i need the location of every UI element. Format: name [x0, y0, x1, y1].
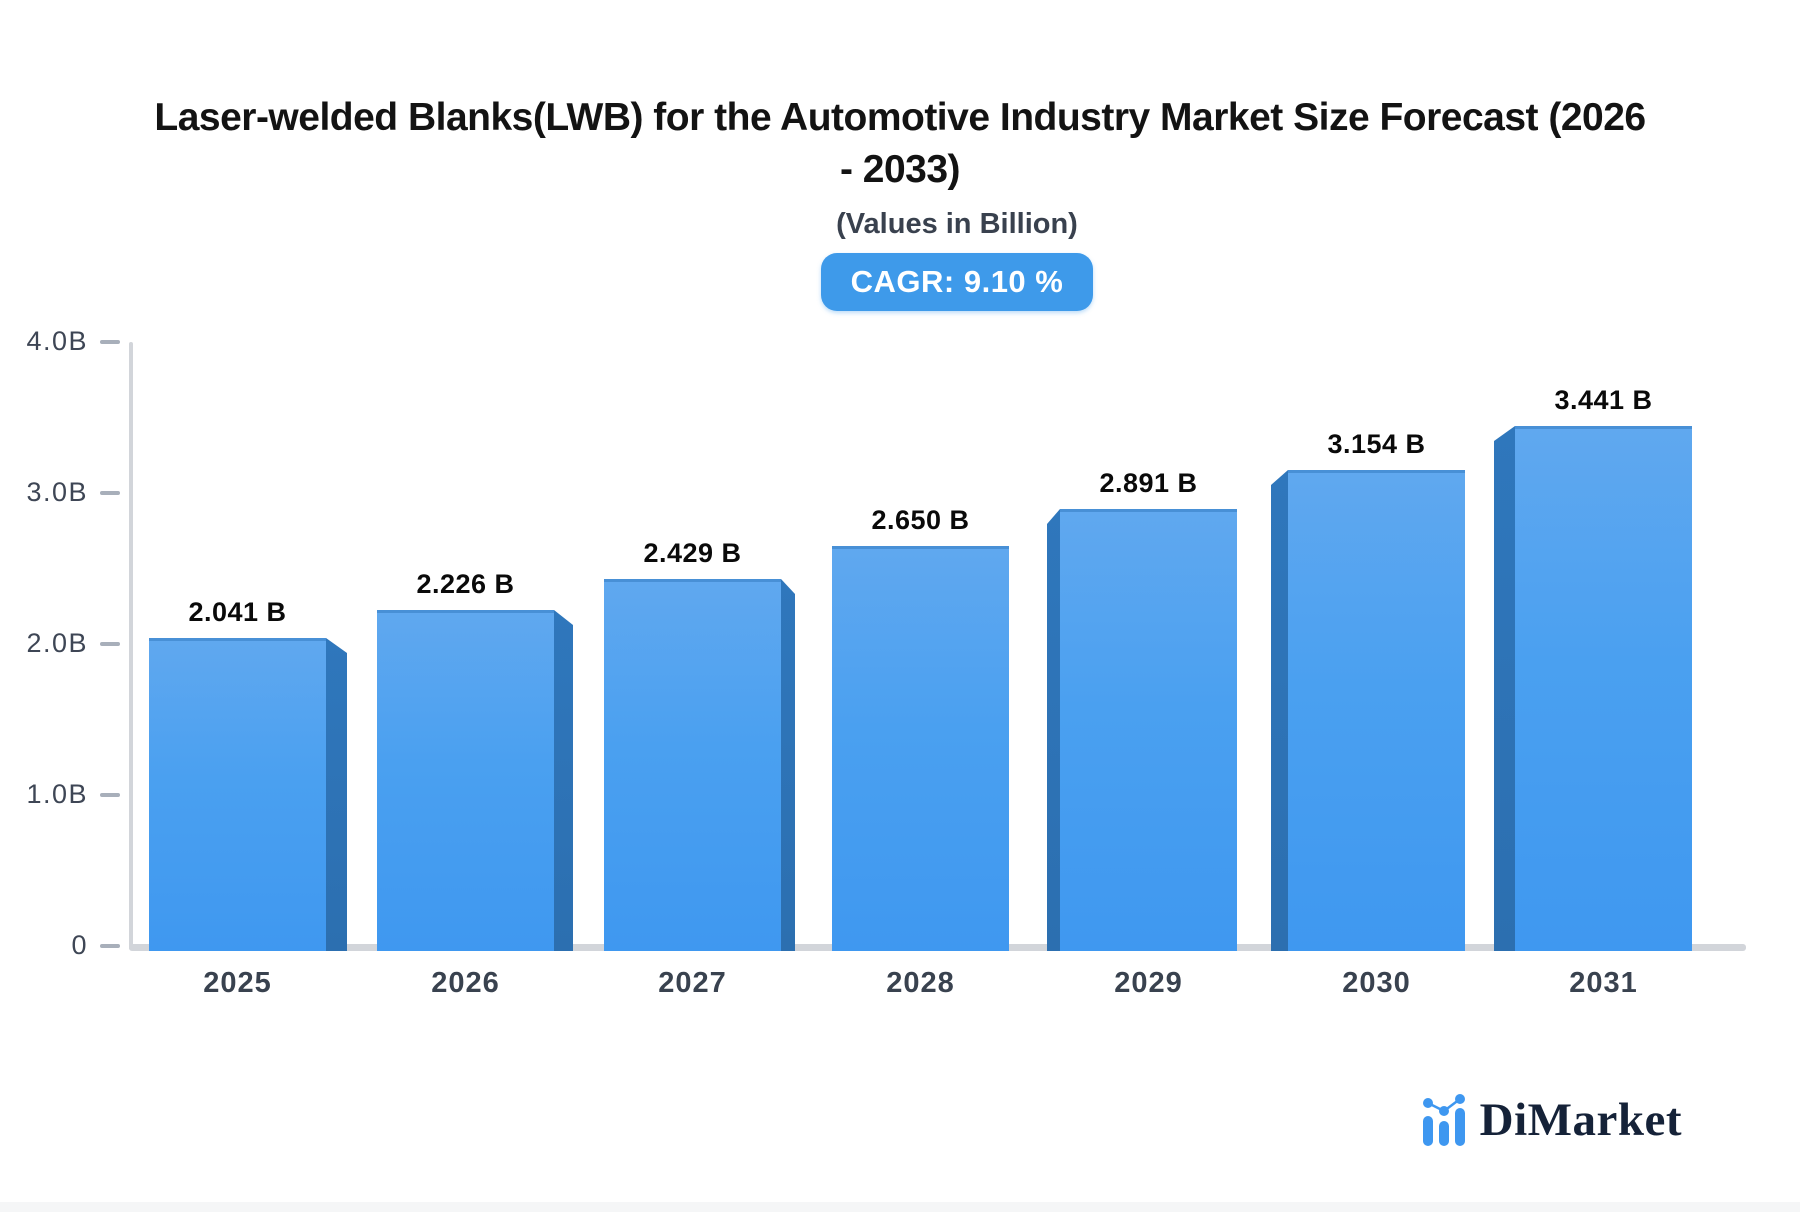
page-bottom-strip [0, 1202, 1800, 1212]
x-axis-label-2026: 2026 [431, 967, 500, 999]
chart-header: Laser-welded Blanks(LWB) for the Automot… [0, 0, 1800, 311]
y-axis-label-0: 0 [71, 930, 88, 960]
x-axis-label-2029: 2029 [1114, 967, 1183, 999]
bar-2028[interactable] [832, 546, 1009, 951]
bar-value-label-2026: 2.226 B [416, 569, 515, 599]
bar-value-label-2028: 2.650 B [871, 505, 970, 535]
bar-side-2025 [326, 638, 347, 951]
y-axis-tick-4.0B [100, 340, 120, 344]
bar-value-label-2029: 2.891 B [1099, 468, 1198, 498]
bar-value-label-2030: 3.154 B [1327, 429, 1426, 459]
x-axis-label-2030: 2030 [1342, 967, 1411, 999]
y-axis-tick-2.0B [100, 642, 120, 646]
chart-subtitle: (Values in Billion) [836, 208, 1078, 240]
bar-2030[interactable] [1288, 470, 1465, 951]
x-axis-label-2028: 2028 [886, 967, 955, 999]
x-axis-label-2027: 2027 [658, 967, 727, 999]
bar-2025[interactable] [149, 638, 326, 951]
bar-2031[interactable] [1515, 426, 1692, 951]
chart-title-line1: Laser-welded Blanks(LWB) for the Automot… [154, 96, 1646, 139]
y-axis-tick-0 [100, 944, 120, 948]
chart-title-line2: - 2033) [839, 148, 961, 191]
bar-side-2030 [1271, 470, 1288, 951]
x-axis-label-2025: 2025 [203, 967, 272, 999]
x-axis-label-2031: 2031 [1569, 967, 1638, 999]
y-axis-label-2.0B: 2.0B [26, 628, 88, 658]
y-axis-tick-1.0B [100, 793, 120, 797]
y-axis-label-3.0B: 3.0B [26, 477, 88, 507]
bar-chart-logo-icon [1422, 1094, 1465, 1146]
brand-name: DiMarket [1479, 1094, 1682, 1146]
bar-side-2031 [1494, 426, 1515, 951]
cagr-badge: CAGR: 9.10 % [820, 253, 1094, 311]
bar-2027[interactable] [604, 579, 781, 951]
y-axis-label-1.0B: 1.0B [26, 779, 88, 809]
bar-2029[interactable] [1060, 509, 1237, 951]
y-axis-line [129, 342, 133, 950]
bar-chart: 2.041 B 2025 2.226 B 2026 2.429 B 2027 2.650 B… [0, 326, 1800, 1040]
brand-logo: DiMarket [1422, 1092, 1682, 1148]
plot-area: 2.041 B 2025 2.226 B 2026 2.429 B 2027 2.650 B… [0, 326, 1800, 1040]
bar-value-label-2025: 2.041 B [188, 597, 287, 627]
bar-value-label-2027: 2.429 B [643, 538, 742, 568]
bar-side-2029 [1047, 509, 1060, 951]
y-axis-label-4.0B: 4.0B [26, 326, 88, 356]
y-axis-tick-3.0B [100, 491, 120, 495]
chart-title: Laser-welded Blanks(LWB) for the Automot… [80, 92, 1720, 196]
bar-value-label-2031: 3.441 B [1554, 385, 1653, 415]
bar-2026[interactable] [377, 610, 554, 951]
bar-side-2027 [781, 579, 795, 951]
bar-side-2026 [554, 610, 573, 951]
